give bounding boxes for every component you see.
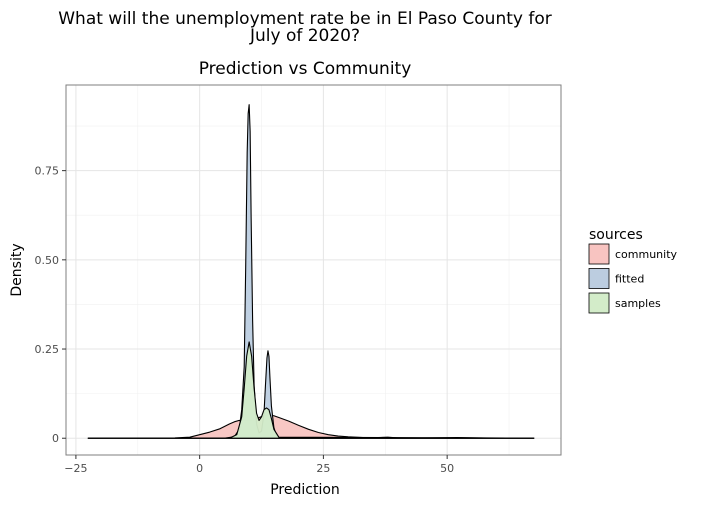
chart-title-line-2: July of 2020? — [249, 26, 360, 46]
plot-panel — [66, 85, 561, 455]
legend-label-samples: samples — [615, 297, 661, 310]
y-tick-label: 0.75 — [35, 165, 60, 178]
legend-key-fitted — [588, 268, 610, 289]
x-axis-title: Prediction — [270, 482, 340, 498]
y-tick-label: 0.25 — [35, 343, 60, 356]
legend-key-community — [588, 243, 610, 265]
y-tick-label: 0 — [52, 432, 59, 445]
x-tick-label: 50 — [440, 462, 454, 475]
plot-border — [65, 84, 562, 456]
x-tick-label: 25 — [316, 462, 330, 475]
density-areas — [87, 104, 535, 439]
chart-subtitle: Prediction vs Community — [199, 59, 412, 79]
density-area-samples — [87, 341, 535, 439]
y-tick-label: 0.50 — [35, 254, 60, 267]
legend-label-community: community — [615, 248, 678, 261]
chart-title-line-1: What will the unemployment rate be in El… — [58, 9, 552, 29]
legend-key-samples — [588, 292, 610, 314]
legend-label-fitted: fitted — [615, 273, 644, 286]
legend-title: sources — [589, 227, 643, 243]
x-tick-label: −25 — [64, 462, 87, 475]
y-axis-title: Density — [9, 243, 25, 296]
axes: −25 0 25 50 0 0.25 0.50 0.75 — [35, 165, 455, 475]
x-tick-label: 0 — [196, 462, 203, 475]
legend: sources community fitted samples — [588, 227, 678, 314]
